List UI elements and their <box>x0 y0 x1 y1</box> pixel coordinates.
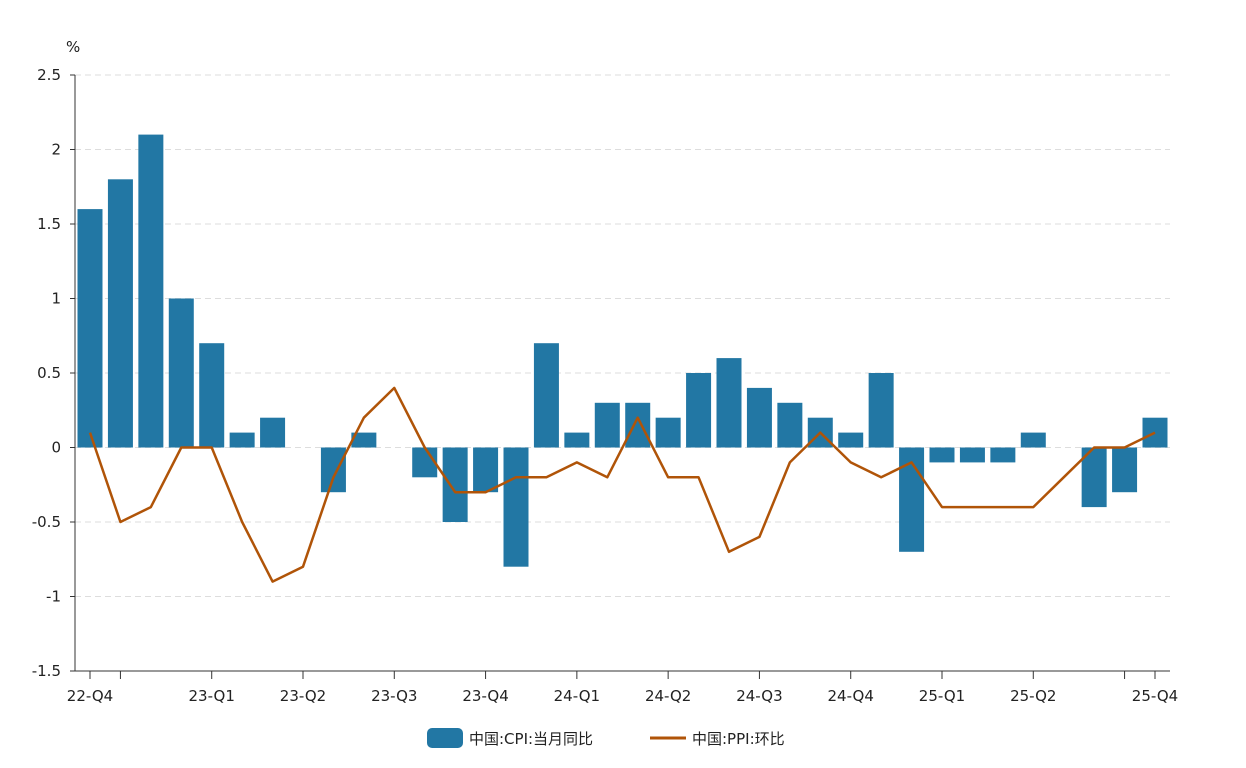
legend-cpi-label: 中国:CPI:当月同比 <box>469 730 593 748</box>
cpi-bar <box>107 179 133 448</box>
cpi-bar <box>1020 432 1046 448</box>
y-tick-label: 1.5 <box>37 215 61 233</box>
cpi-bar <box>746 387 772 448</box>
cpi-bar <box>320 447 346 493</box>
cpi-bar <box>168 298 194 448</box>
x-tick-label: 23-Q3 <box>371 687 417 705</box>
cpi-bar <box>533 343 559 448</box>
x-tick-label: 23-Q1 <box>189 687 235 705</box>
cpi-bar <box>77 209 103 448</box>
cpi-bar <box>594 402 620 448</box>
y-tick-label: 2.5 <box>37 66 61 84</box>
legend-ppi-label: 中国:PPI:环比 <box>692 730 785 748</box>
y-tick-label: 0 <box>51 439 61 457</box>
y-tick-label: 1 <box>51 290 61 308</box>
ppi-line <box>88 386 1156 583</box>
cpi-bar <box>229 432 255 448</box>
cpi-bar <box>503 447 529 567</box>
cpi-bar <box>959 447 985 463</box>
x-tick-label: 24-Q1 <box>554 687 600 705</box>
cpi-bar <box>899 447 925 552</box>
y-tick-label: -1.5 <box>32 662 61 680</box>
cpi-bar <box>625 402 651 448</box>
cpi-bar <box>868 373 894 448</box>
x-tick-label: 24-Q3 <box>736 687 782 705</box>
x-tick-label: 24-Q2 <box>645 687 691 705</box>
cpi-bar <box>929 447 955 463</box>
x-tick-label: 25-Q1 <box>919 687 965 705</box>
y-tick-label: -1 <box>46 588 61 606</box>
cpi-bar <box>138 134 164 448</box>
cpi-bar <box>442 447 468 522</box>
cpi-bar <box>351 432 377 448</box>
x-tick-label: 23-Q2 <box>280 687 326 705</box>
cpi-bar <box>199 343 225 448</box>
y-tick-label: 2 <box>51 141 61 159</box>
legend: 中国:CPI:当月同比 中国:PPI:环比 <box>427 728 785 748</box>
x-tick-label: 25-Q4 <box>1132 687 1178 705</box>
cpi-bar <box>655 417 681 448</box>
y-tick-label: 0.5 <box>37 364 61 382</box>
cpi-bar <box>564 432 590 448</box>
cpi-bar <box>716 358 742 448</box>
cpi-bar <box>838 432 864 448</box>
cpi-bar <box>777 402 803 448</box>
x-tick-label: 24-Q4 <box>828 687 874 705</box>
y-tick-label: -0.5 <box>32 513 61 531</box>
cpi-bar <box>990 447 1016 463</box>
x-tick-label: 25-Q2 <box>1010 687 1056 705</box>
cpi-bar <box>260 417 286 448</box>
cpi-bar <box>412 447 438 478</box>
cpi-bar <box>473 447 499 493</box>
cpi-bar <box>1112 447 1138 493</box>
x-tick-label: 22-Q4 <box>67 687 113 705</box>
x-tick-label: 23-Q4 <box>462 687 508 705</box>
legend-bar-swatch <box>427 728 463 748</box>
cpi-bar <box>1081 447 1107 508</box>
y-axis-unit: % <box>66 38 80 56</box>
cpi-bar <box>686 373 712 448</box>
